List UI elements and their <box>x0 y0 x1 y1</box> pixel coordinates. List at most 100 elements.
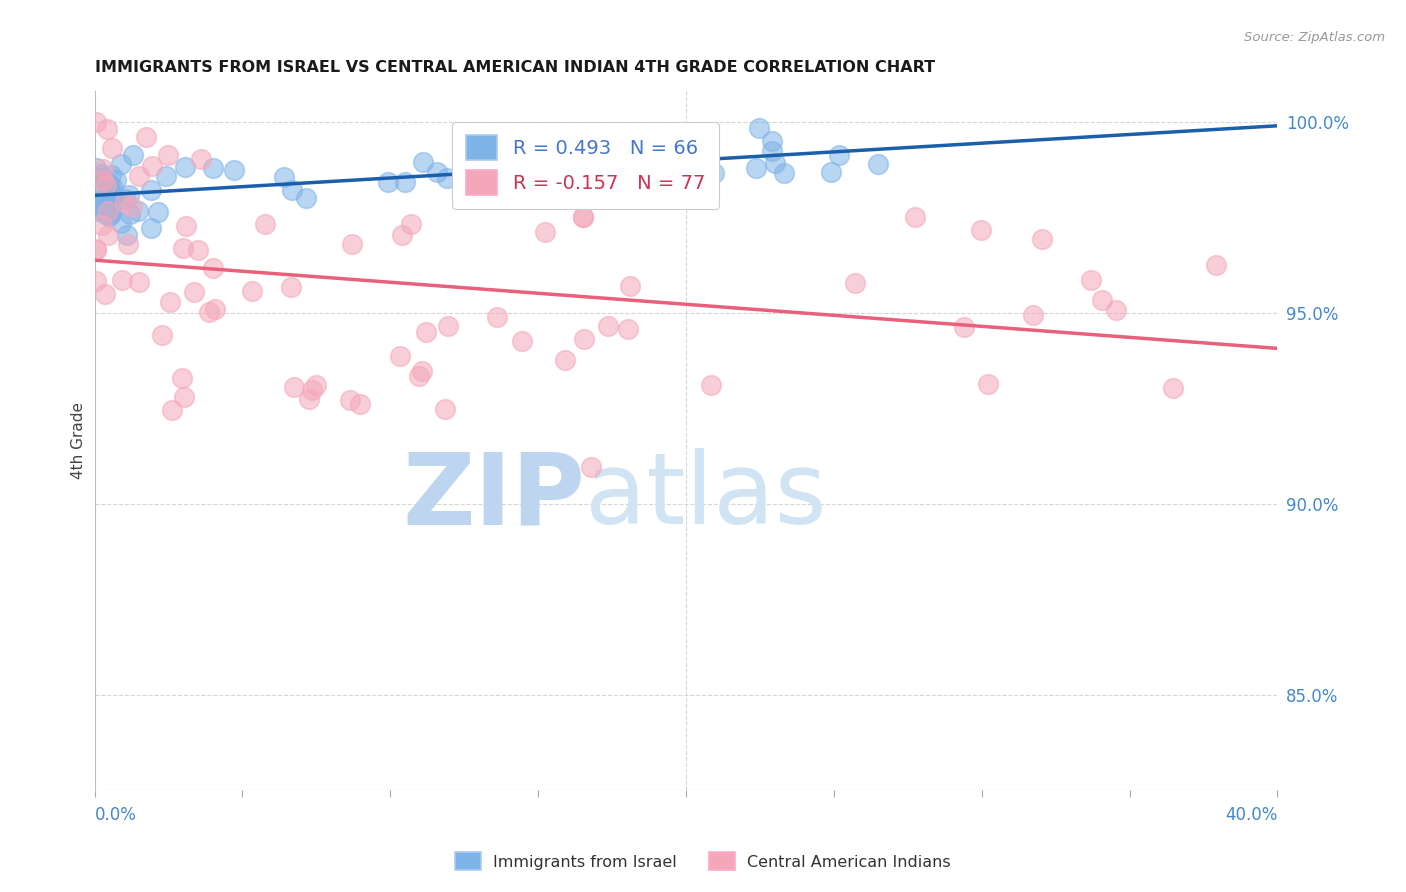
Point <box>146 204 169 219</box>
Text: IMMIGRANTS FROM ISRAEL VS CENTRAL AMERICAN INDIAN 4TH GRADE CORRELATION CHART: IMMIGRANTS FROM ISRAEL VS CENTRAL AMERIC… <box>94 60 935 75</box>
Point <box>202 161 225 175</box>
Point <box>128 169 150 183</box>
Point <box>84 115 107 129</box>
Point <box>127 203 149 218</box>
Point <box>157 148 180 162</box>
Point <box>1080 273 1102 287</box>
Point <box>763 156 786 170</box>
Point <box>1161 381 1184 395</box>
Point <box>96 121 118 136</box>
Point <box>100 206 122 220</box>
Point <box>110 156 132 170</box>
Point <box>619 278 641 293</box>
Point <box>122 148 145 162</box>
Point <box>377 175 399 189</box>
Point <box>91 170 114 185</box>
Point <box>94 198 117 212</box>
Point <box>150 328 173 343</box>
Point <box>280 279 302 293</box>
Point <box>224 162 246 177</box>
Point <box>117 228 139 243</box>
Point <box>412 154 434 169</box>
Point <box>94 176 117 190</box>
Point <box>118 188 141 202</box>
Point <box>977 377 1000 392</box>
Point <box>671 153 693 167</box>
Point <box>700 377 723 392</box>
Point <box>510 334 533 349</box>
Point <box>141 159 163 173</box>
Point <box>97 204 120 219</box>
Point <box>1090 293 1112 307</box>
Point <box>304 378 326 392</box>
Point <box>97 228 120 243</box>
Point <box>141 183 163 197</box>
Point <box>524 133 547 147</box>
Point <box>97 194 120 209</box>
Point <box>513 167 536 181</box>
Point <box>84 170 107 185</box>
Point <box>110 216 132 230</box>
Point <box>101 196 124 211</box>
Point <box>87 197 110 211</box>
Point <box>121 201 143 215</box>
Point <box>155 169 177 183</box>
Point <box>174 219 197 233</box>
Point <box>84 274 107 288</box>
Text: 40.0%: 40.0% <box>1225 805 1278 823</box>
Point <box>101 188 124 202</box>
Point <box>160 403 183 417</box>
Point <box>572 332 595 346</box>
Point <box>1022 308 1045 322</box>
Point <box>579 460 602 475</box>
Point <box>488 132 510 146</box>
Point <box>617 322 640 336</box>
Point <box>844 276 866 290</box>
Legend: R = 0.493   N = 66, R = -0.157   N = 77: R = 0.493 N = 66, R = -0.157 N = 77 <box>453 121 718 209</box>
Point <box>479 190 502 204</box>
Text: atlas: atlas <box>585 448 827 545</box>
Point <box>84 204 107 219</box>
Text: Source: ZipAtlas.com: Source: ZipAtlas.com <box>1244 31 1385 45</box>
Point <box>100 168 122 182</box>
Point <box>86 171 108 186</box>
Point <box>117 236 139 251</box>
Point <box>904 210 927 224</box>
Point <box>120 207 142 221</box>
Point <box>98 178 121 192</box>
Point <box>281 183 304 197</box>
Point <box>94 286 117 301</box>
Point <box>572 210 595 224</box>
Point <box>84 243 107 257</box>
Point <box>436 171 458 186</box>
Point <box>128 275 150 289</box>
Point <box>187 243 209 257</box>
Point <box>970 223 993 237</box>
Point <box>773 166 796 180</box>
Point <box>558 131 581 145</box>
Point <box>1104 302 1126 317</box>
Point <box>745 161 768 176</box>
Point <box>170 370 193 384</box>
Point <box>301 384 323 398</box>
Point <box>111 273 134 287</box>
Point <box>93 195 115 210</box>
Point <box>411 364 433 378</box>
Point <box>114 195 136 210</box>
Point <box>172 241 194 255</box>
Point <box>554 352 576 367</box>
Point <box>820 165 842 179</box>
Point <box>201 260 224 275</box>
Point <box>86 242 108 256</box>
Point <box>135 129 157 144</box>
Point <box>190 153 212 167</box>
Point <box>97 209 120 223</box>
Point <box>340 237 363 252</box>
Point <box>426 165 449 179</box>
Point <box>90 219 112 233</box>
Y-axis label: 4th Grade: 4th Grade <box>72 402 86 479</box>
Point <box>89 192 111 206</box>
Point <box>90 168 112 182</box>
Point <box>94 207 117 221</box>
Point <box>399 217 422 231</box>
